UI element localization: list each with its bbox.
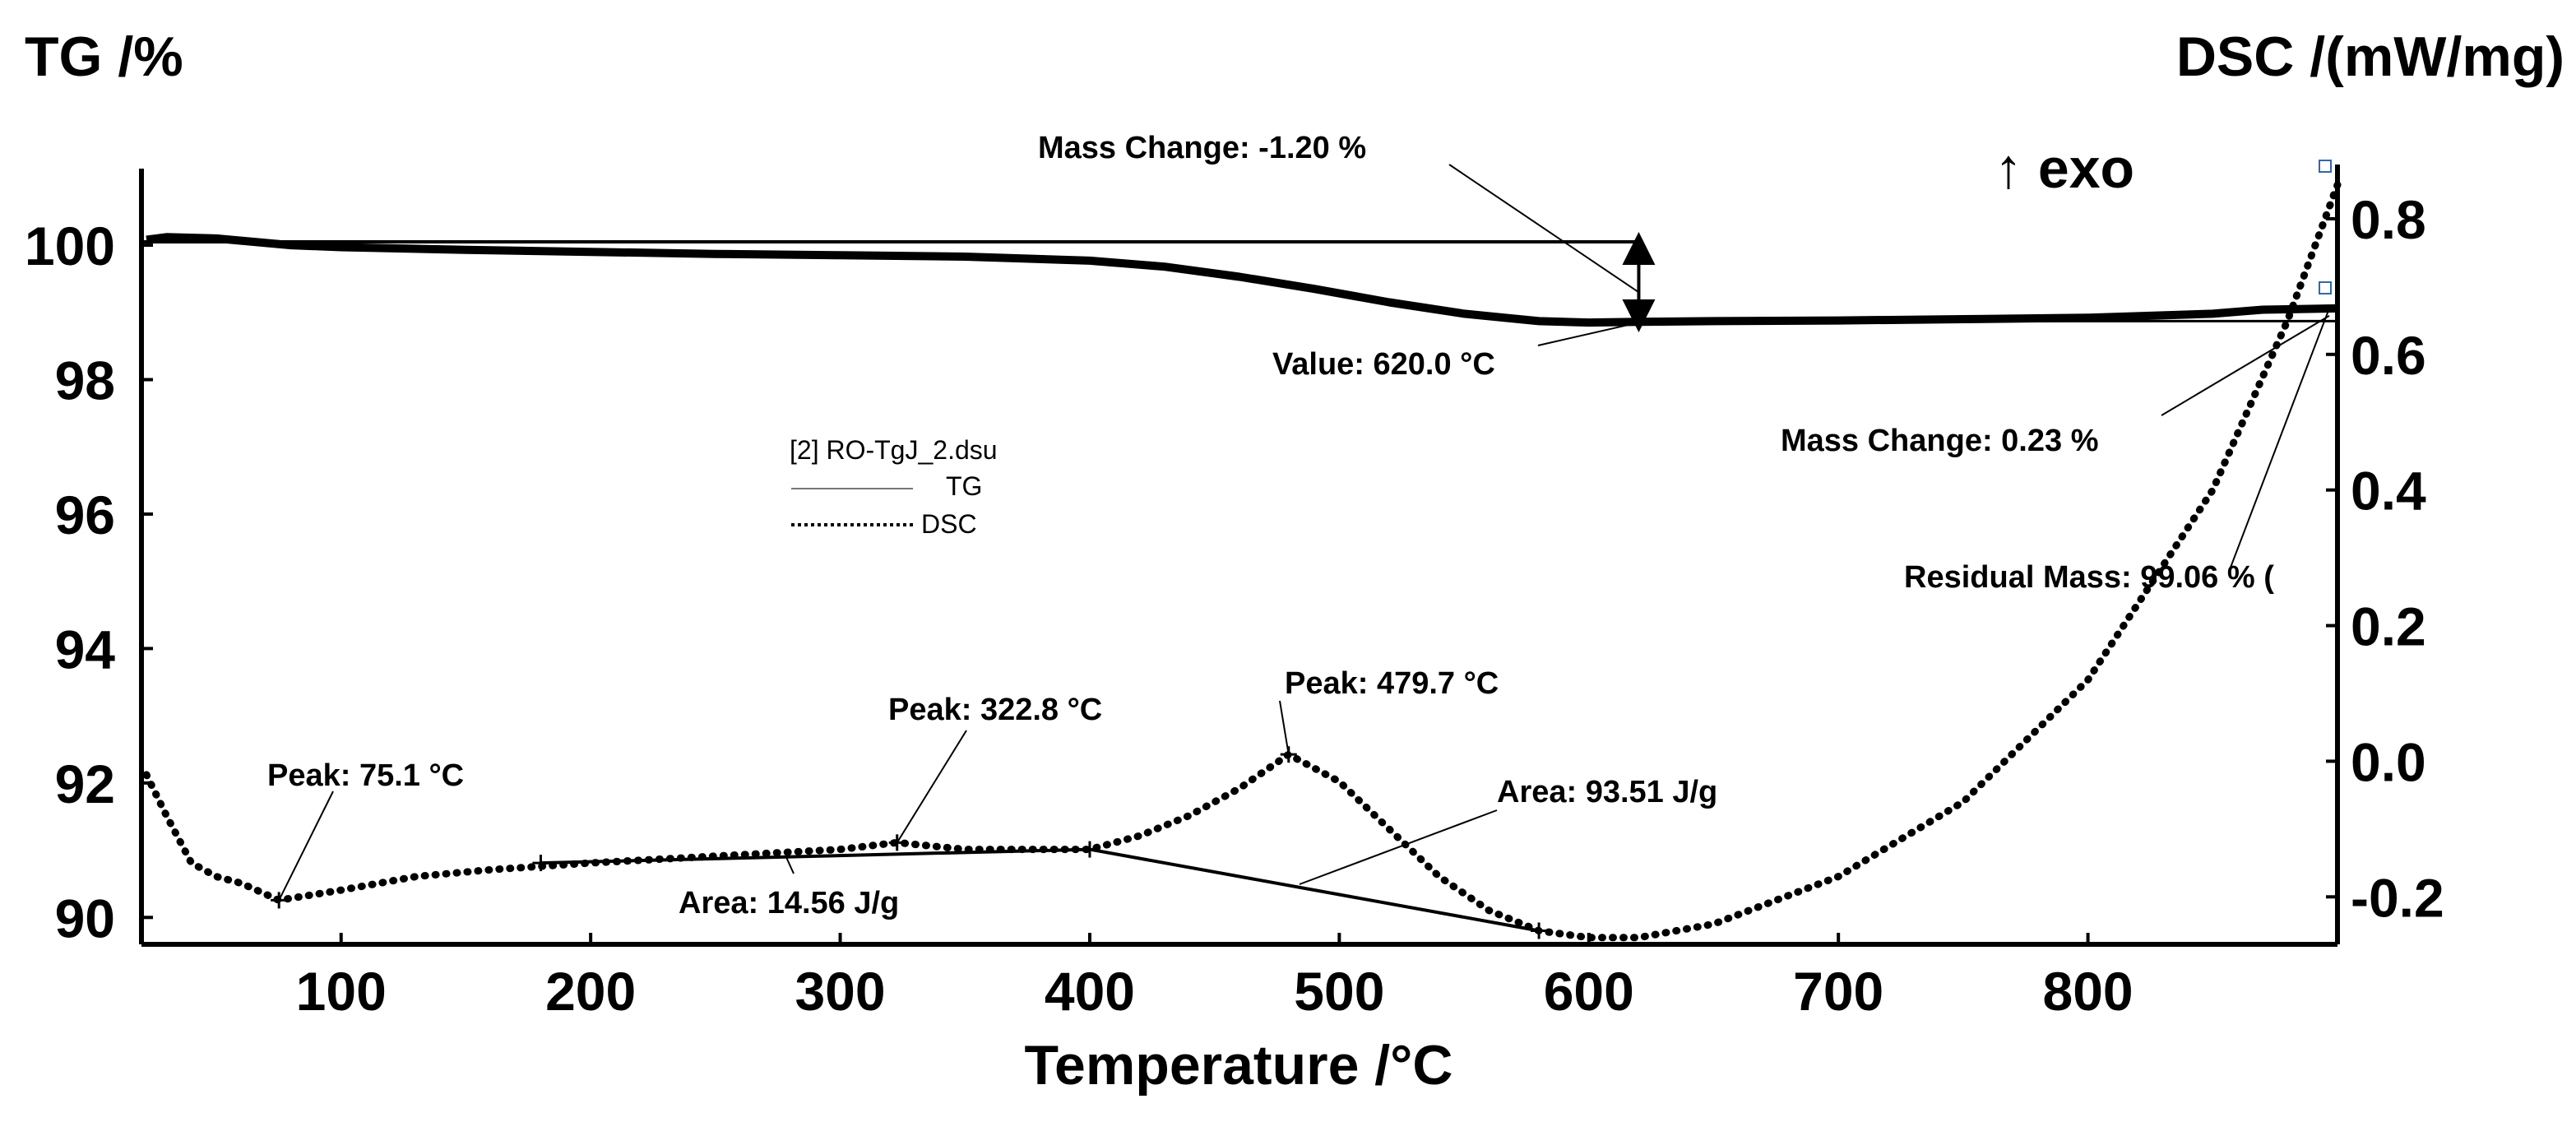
annotation-leader-line [1537,322,1639,346]
annotation-leader-line [1279,700,1290,755]
x-tick-label: 500 [1294,961,1384,1022]
x-axis-title: Temperature /°C [1025,1034,1453,1096]
series-tg-line [146,233,2338,327]
legend-dsc-label: DSC [921,509,977,539]
legend: [2] RO-TgJ_2.dsu TG DSC [790,435,998,539]
series-dsc-line [142,181,2342,942]
y-left-ticks: 90 92 94 96 98 100 [25,216,153,948]
y-left-tick-label: 98 [55,350,115,411]
x-ticks: 100 200 300 400 500 600 700 800 [296,933,2134,1022]
x-tick-label: 300 [795,961,885,1022]
y-left-tick-label: 94 [55,619,116,679]
y-left-tick-label: 96 [55,484,115,545]
annotation-peak-75: Peak: 75.1 °C [267,758,464,793]
annotation-leader-line [2228,308,2330,573]
y-right-axis-title: DSC /(mW/mg) [2176,26,2564,88]
dsc-baseline-area-2 [1089,847,1540,933]
x-tick-label: 800 [2043,961,2134,1022]
y-left-tick-label: 100 [25,216,115,276]
x-tick-label: 600 [1544,961,1634,1022]
x-tick-label: 200 [545,961,636,1022]
annotation-mass-change-1: Mass Change: -1.20 % [1038,131,1366,165]
legend-tg-label: TG [946,471,982,501]
end-marker-top [2319,160,2332,173]
y-right-tick-label: 0.8 [2351,189,2426,250]
x-tick-label: 400 [1045,961,1135,1022]
y-right-tick-label: 0.4 [2351,461,2426,522]
y-left-tick-label: 90 [55,888,115,948]
y-right-ticks: -0.2 0.0 0.2 0.4 0.6 0.8 [2326,189,2444,928]
series-group [142,181,2342,942]
x-tick-label: 700 [1793,961,1883,1022]
y-right-tick-label: -0.2 [2351,867,2444,928]
annotation-leader-line [896,730,967,843]
y-left-tick-label: 92 [55,753,115,814]
y-right-tick-label: 0.0 [2351,731,2426,792]
dsc-baseline-area-1 [540,847,1091,865]
y-right-tick-label: 0.2 [2351,596,2426,657]
annotation-leader-line [278,790,334,901]
annotation-leader-line [2161,315,2330,416]
annotation-area-2: Area: 93.51 J/g [1497,775,1717,809]
annotation-peak-322: Peak: 322.8 °C [888,693,1102,727]
annotation-leader-line [1448,164,1640,294]
end-marker-bottom [2319,281,2332,294]
annotation-peak-479: Peak: 479.7 °C [1285,666,1499,701]
annotation-value-620: Value: 620.0 °C [1272,347,1495,382]
y-left-axis-title: TG /% [25,26,183,88]
y-right-tick-label: 0.6 [2351,325,2426,386]
x-tick-label: 100 [296,961,387,1022]
annotation-residual-mass: Residual Mass: 99.06 % ( [1904,560,2274,595]
annotation-leader-line [1299,809,1498,885]
annotation-area-1: Area: 14.56 J/g [679,886,899,920]
legend-file: [2] RO-TgJ_2.dsu [790,435,998,465]
exo-marker: ↑ exo [1995,137,2134,200]
annotation-mass-change-2: Mass Change: 0.23 % [1781,424,2098,458]
